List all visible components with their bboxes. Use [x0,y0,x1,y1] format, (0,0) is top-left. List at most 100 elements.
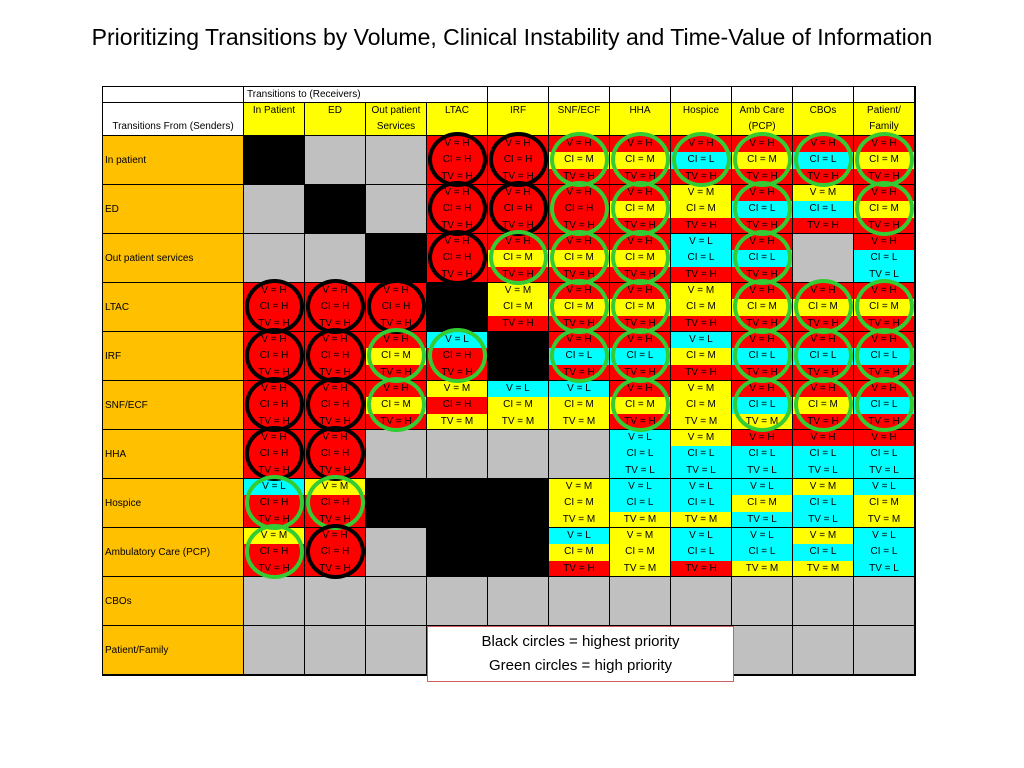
rating-v: V = H [549,185,609,202]
transition-cell: V = H CI = H TV = H [305,332,366,381]
transition-cell: V = L CI = H TV = H [244,479,305,528]
rating-ci: CI = M [549,397,609,414]
rating-ci: CI = M [671,201,731,218]
rating-tv: TV = H [732,315,792,331]
rating-tv: TV = H [793,217,853,233]
transition-cell: V = H CI = L TV = L [732,430,793,479]
rating-ci: CI = L [732,544,792,561]
transition-cell: V = L CI = L TV = M [671,479,732,528]
rating-ci: CI = M [610,544,670,561]
rating-ci: CI = L [732,348,792,365]
transition-cell: V = H CI = H TV = H [305,381,366,430]
rating-v: V = H [305,332,365,349]
rating-ci: CI = H [244,495,304,512]
rating-tv: TV = M [793,560,853,576]
column-header-line: IRF [509,105,527,116]
slide-title: Prioritizing Transitions by Volume, Clin… [91,24,933,50]
matrix-corner-cell [102,86,244,103]
rating-tv: TV = M [549,511,609,527]
transition-cell: V = L CI = M TV = M [854,479,915,528]
rating-tv: TV = H [671,168,731,184]
rating-ci: CI = H [244,544,304,561]
rating-tv: TV = H [854,364,914,380]
rating-v: V = H [671,136,731,153]
legend-green-circles: Green circles = high priority [489,657,672,674]
rating-v: V = H [793,430,853,447]
rating-tv: TV = H [549,266,609,282]
transition-cell: V = H CI = M TV = H [854,136,915,185]
transition-cell: V = H CI = L TV = H [549,332,610,381]
rating-v: V = H [488,185,548,202]
rating-tv: TV = M [427,413,487,429]
rating-ci: CI = H [305,446,365,463]
rating-ci: CI = H [488,152,548,169]
rating-ci: CI = L [793,446,853,463]
rating-tv: TV = H [305,364,365,380]
rating-v: V = H [732,185,792,202]
not-applicable-cell [366,430,427,479]
transition-cell: V = H CI = M TV = H [366,381,427,430]
rating-v: V = H [732,332,792,349]
rating-ci: CI = M [732,299,792,316]
self-transition-cell [427,528,488,577]
rating-ci: CI = L [610,495,670,512]
not-applicable-cell [732,626,793,675]
rating-v: V = H [610,332,670,349]
rating-ci: CI = L [793,201,853,218]
rating-tv: TV = H [244,511,304,527]
transition-cell: V = H CI = M TV = H [610,136,671,185]
rating-ci: CI = M [366,397,426,414]
rating-v: V = H [366,332,426,349]
column-header-line: ED [328,105,342,116]
rating-v: V = L [610,479,670,496]
rating-tv: TV = M [732,413,792,429]
rating-v: V = H [549,332,609,349]
rating-v: V = H [793,332,853,349]
column-header: HHA [610,103,671,136]
rating-tv: TV = H [549,364,609,380]
rating-tv: TV = H [671,266,731,282]
rating-tv: TV = H [610,315,670,331]
row-label: In patient [102,136,244,185]
not-applicable-cell [488,577,549,626]
transition-cell: V = H CI = M TV = H [854,283,915,332]
not-applicable-cell [305,234,366,283]
rating-tv: TV = L [732,511,792,527]
rating-ci: CI = L [671,250,731,267]
rating-ci: CI = M [671,397,731,414]
not-applicable-cell [244,185,305,234]
not-applicable-cell [488,430,549,479]
rating-v: V = H [549,283,609,300]
rating-v: V = L [671,332,731,349]
rating-v: V = H [854,136,914,153]
transition-cell: V = H CI = H TV = H [488,136,549,185]
transition-cell: V = H CI = M TV = H [732,136,793,185]
rating-v: V = L [244,479,304,496]
transition-cell: V = H CI = L TV = H [732,332,793,381]
header-blank-cell [732,86,793,103]
rating-ci: CI = H [305,495,365,512]
transition-cell: V = H CI = H TV = H [427,234,488,283]
row-label: Ambulatory Care (PCP) [102,528,244,577]
rating-v: V = M [610,528,670,545]
rating-ci: CI = L [793,152,853,169]
transition-cell: V = H CI = L TV = H [854,332,915,381]
column-header-line: Hospice [682,105,720,116]
column-header: ED [305,103,366,136]
rating-ci: CI = H [244,397,304,414]
rating-tv: TV = L [854,266,914,282]
rating-ci: CI = M [610,201,670,218]
rating-v: V = H [854,332,914,349]
rating-v: V = M [793,185,853,202]
row-label: CBOs [102,577,244,626]
rating-ci: CI = H [488,201,548,218]
rating-v: V = H [244,381,304,398]
rating-v: V = H [549,136,609,153]
rating-ci: CI = M [488,299,548,316]
rating-ci: CI = M [488,250,548,267]
not-applicable-cell [793,626,854,675]
rating-tv: TV = H [305,413,365,429]
rating-tv: TV = H [488,315,548,331]
rating-tv: TV = H [427,217,487,233]
transition-cell: V = M CI = M TV = H [488,283,549,332]
